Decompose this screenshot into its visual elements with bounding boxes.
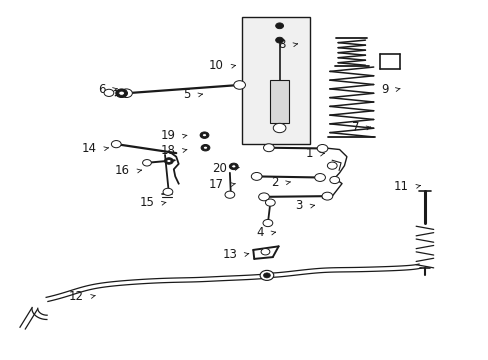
Text: 17: 17 xyxy=(208,178,223,191)
Bar xyxy=(269,80,289,123)
Text: 12: 12 xyxy=(68,290,83,303)
Circle shape xyxy=(104,89,114,96)
Text: 8: 8 xyxy=(278,38,285,51)
Text: 2: 2 xyxy=(270,176,278,189)
Circle shape xyxy=(263,273,270,278)
Circle shape xyxy=(119,91,124,95)
Text: 9: 9 xyxy=(380,83,387,96)
Circle shape xyxy=(163,188,172,195)
Circle shape xyxy=(166,159,171,163)
Circle shape xyxy=(263,220,272,226)
Circle shape xyxy=(251,172,262,180)
Circle shape xyxy=(203,146,207,149)
Circle shape xyxy=(329,176,339,184)
Circle shape xyxy=(275,37,283,43)
Circle shape xyxy=(224,191,234,198)
Circle shape xyxy=(322,192,332,200)
Circle shape xyxy=(111,140,121,148)
Circle shape xyxy=(200,132,208,138)
Circle shape xyxy=(201,144,209,151)
Circle shape xyxy=(116,89,127,98)
Circle shape xyxy=(314,174,325,181)
Circle shape xyxy=(327,162,336,169)
Circle shape xyxy=(265,199,275,206)
Text: 15: 15 xyxy=(139,197,154,210)
Circle shape xyxy=(275,23,283,29)
Text: 5: 5 xyxy=(183,88,190,101)
Text: 16: 16 xyxy=(115,164,130,177)
Circle shape xyxy=(164,158,173,164)
Bar xyxy=(242,17,310,144)
Text: 1: 1 xyxy=(305,147,312,160)
Text: 3: 3 xyxy=(295,199,303,212)
Circle shape xyxy=(273,123,285,133)
Text: 18: 18 xyxy=(160,144,175,157)
Circle shape xyxy=(258,193,269,201)
Text: 20: 20 xyxy=(212,162,227,175)
Text: 13: 13 xyxy=(222,248,237,261)
Circle shape xyxy=(229,163,238,170)
Text: 11: 11 xyxy=(393,180,408,193)
Text: 10: 10 xyxy=(209,59,224,72)
Circle shape xyxy=(121,89,132,98)
Circle shape xyxy=(233,81,245,89)
Circle shape xyxy=(142,159,151,166)
Text: 6: 6 xyxy=(98,83,105,96)
Text: 14: 14 xyxy=(81,142,97,155)
Text: 19: 19 xyxy=(160,129,175,143)
Circle shape xyxy=(263,144,274,152)
Circle shape xyxy=(317,144,327,152)
Circle shape xyxy=(231,165,236,168)
Text: 4: 4 xyxy=(256,226,264,239)
Circle shape xyxy=(202,134,206,137)
Circle shape xyxy=(260,270,273,280)
Text: 7: 7 xyxy=(351,121,358,134)
Circle shape xyxy=(261,248,269,255)
